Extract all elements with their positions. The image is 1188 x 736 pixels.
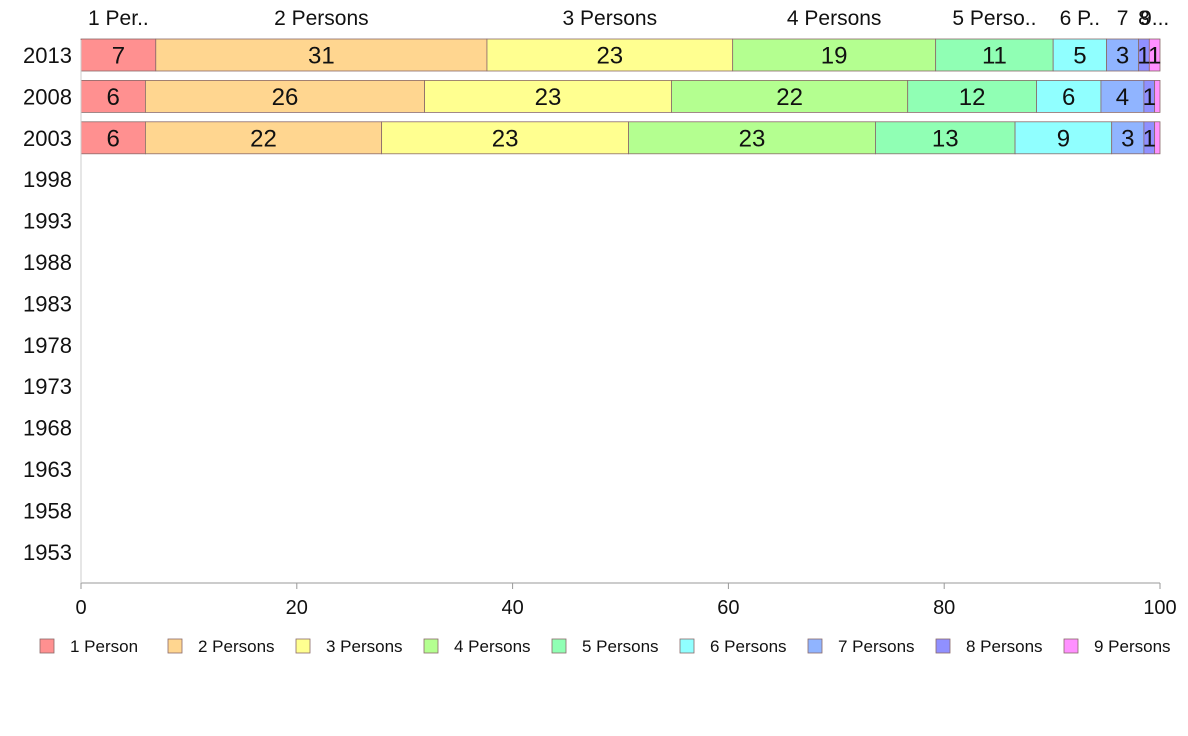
segment-value-label: 3 (1116, 43, 1129, 70)
bar-segment (1154, 80, 1161, 113)
segment-value-label: 5 (1073, 43, 1086, 70)
legend-label: 5 Persons (582, 637, 659, 656)
bar-segment (732, 38, 937, 72)
segment-value-label: 23 (535, 84, 562, 111)
bar-segment (1100, 80, 1145, 113)
year-label: 1958 (23, 498, 72, 523)
column-label: 8 (1138, 7, 1150, 30)
x-tick-label: 60 (717, 597, 739, 619)
column-label: 7 (1117, 7, 1129, 30)
year-label: 2008 (23, 84, 72, 109)
legend-swatch (551, 638, 567, 654)
bar-segment (155, 38, 488, 72)
legend-label: 3 Persons (326, 637, 403, 656)
bar-segment (381, 121, 629, 155)
legend-label: 4 Persons (454, 637, 531, 656)
legend-swatch (679, 638, 695, 654)
bar-segment (1154, 121, 1161, 155)
bar-segment (1036, 80, 1102, 113)
column-label: 3 Persons (563, 7, 658, 30)
column-label: 9... (1140, 7, 1169, 30)
segment-value-label: 13 (932, 125, 959, 152)
segment-labels: 7 31 23 19 11 5 3 116 26 23 22 12 6 4 16 22 23 23 13 9 3 1 (107, 43, 1162, 153)
year-label: 1993 (23, 209, 72, 234)
x-tick-label: 20 (286, 597, 308, 619)
year-label: 1983 (23, 291, 72, 316)
legend-swatch (39, 638, 55, 654)
legend-swatch (1063, 638, 1079, 654)
segment-value-label: 31 (308, 43, 335, 70)
segment-value-label: 3 (1121, 125, 1134, 152)
bar-segment (424, 80, 672, 113)
legend-label: 6 Persons (710, 637, 787, 656)
x-tick-label: 40 (501, 597, 523, 619)
segment-value-label: 1 (1137, 43, 1150, 70)
bars (80, 38, 1161, 155)
legend: 1 Person 2 Persons 3 Persons 4 Persons 5 Per… (39, 637, 1171, 656)
column-labels: 1 Per.. 2 Persons 3 Persons 4 Persons 5 Pers… (88, 7, 1169, 30)
segment-value-label: 4 (1116, 84, 1129, 111)
bar-segment (907, 80, 1037, 113)
bar-segment (80, 121, 146, 155)
bar-segment (145, 121, 383, 155)
column-label: 4 Persons (787, 7, 882, 30)
bar-segment (1052, 38, 1107, 72)
legend-label: 7 Persons (838, 637, 915, 656)
year-label: 1998 (23, 167, 72, 192)
segment-value-label: 6 (1062, 84, 1075, 111)
x-axis: 0 20 40 60 80 100 (75, 40, 1177, 619)
column-label: 5 Perso.. (952, 7, 1036, 30)
segment-value-label: 11 (982, 43, 1007, 70)
segment-value-label: 9 (1057, 125, 1070, 152)
segment-value-label: 1 (1143, 84, 1156, 111)
segment-value-label: 6 (107, 125, 120, 152)
x-tick-label: 80 (933, 597, 955, 619)
segment-value-label: 1 (1148, 43, 1161, 70)
bar-segment (1106, 38, 1140, 72)
legend-label: 1 Person (70, 637, 138, 656)
legend-label: 2 Persons (198, 637, 275, 656)
segment-value-label: 23 (739, 125, 766, 152)
bar-segment (875, 121, 1016, 155)
year-label: 1968 (23, 416, 72, 441)
segment-value-label: 19 (821, 43, 848, 70)
bar-segment (145, 80, 425, 113)
segment-value-label: 22 (250, 125, 277, 152)
year-label: 2003 (23, 126, 72, 151)
legend-swatch (423, 638, 439, 654)
year-label: 1978 (23, 333, 72, 358)
year-label: 2013 (23, 43, 72, 68)
segment-value-label: 6 (107, 84, 120, 111)
segment-value-label: 22 (776, 84, 803, 111)
legend-swatch (807, 638, 823, 654)
segment-value-label: 23 (492, 125, 519, 152)
year-labels: 2013 2008 2003 1998 1993 1988 1983 1978 1973 1968… (23, 43, 72, 565)
bar-segment (935, 38, 1054, 72)
bar-segment (80, 80, 146, 113)
column-label: 2 Persons (274, 7, 369, 30)
column-label: 6 P.. (1060, 7, 1100, 30)
segment-value-label: 1 (1143, 125, 1156, 152)
segment-value-label: 23 (596, 43, 623, 70)
legend-label: 8 Persons (966, 637, 1043, 656)
legend-swatch (295, 638, 311, 654)
bar-segment (1148, 38, 1161, 72)
segment-value-label: 7 (112, 43, 125, 70)
segment-value-label: 12 (959, 84, 986, 111)
year-label: 1953 (23, 540, 72, 565)
year-label: 1988 (23, 250, 72, 275)
segment-value-label: 26 (272, 84, 299, 111)
column-label: 1 Per.. (88, 7, 149, 30)
year-label: 1973 (23, 374, 72, 399)
legend-swatch (167, 638, 183, 654)
bar-segment (1014, 121, 1113, 155)
bar-segment (1111, 121, 1145, 155)
x-tick-label: 100 (1143, 597, 1176, 619)
legend-swatch (935, 638, 951, 654)
bar-segment (80, 38, 157, 72)
legend-label: 9 Persons (1094, 637, 1171, 656)
year-label: 1963 (23, 457, 72, 482)
x-tick-label: 0 (75, 597, 86, 619)
